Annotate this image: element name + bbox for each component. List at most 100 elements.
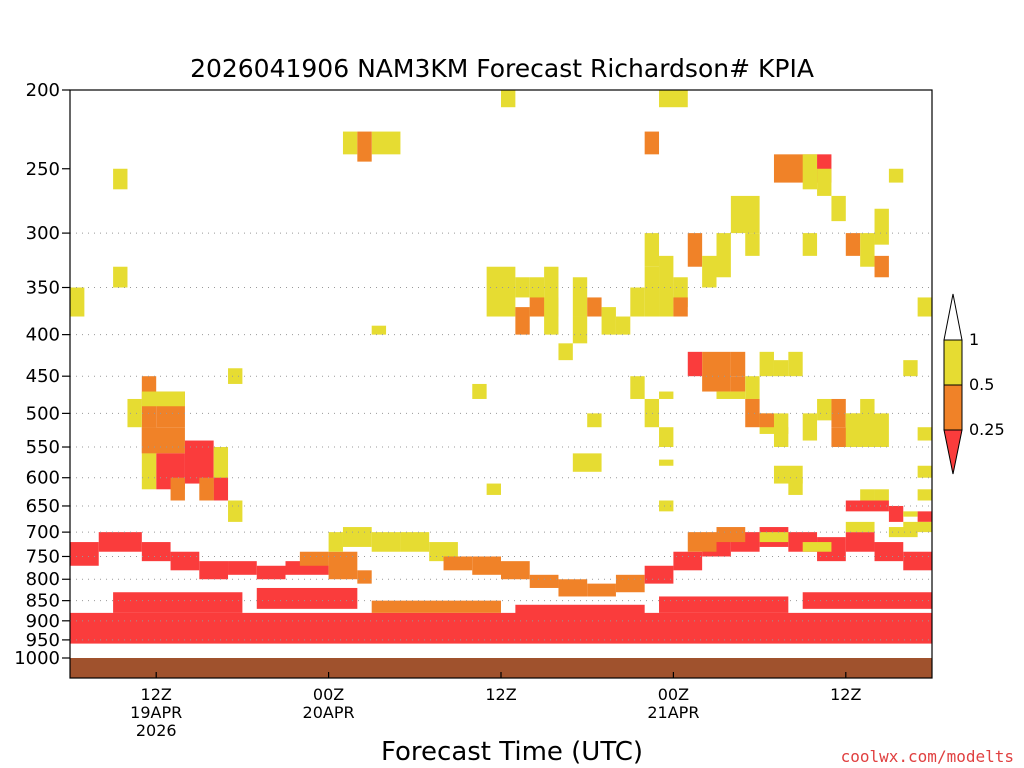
- legend-swatch-yellow: [943, 339, 963, 386]
- cell-78: [788, 477, 803, 495]
- cell-63: [745, 398, 760, 428]
- cell-18: [342, 131, 358, 155]
- cell-48: [673, 297, 688, 317]
- cell-144: [256, 587, 358, 609]
- cell-92: [917, 427, 932, 441]
- cell-5: [141, 391, 185, 407]
- cell-145: [371, 600, 501, 613]
- cell-4: [127, 398, 142, 428]
- cell-42: [644, 398, 660, 428]
- cell-120: [472, 556, 501, 575]
- y-tick-label: 850: [26, 591, 60, 612]
- legend-swatch-orange: [943, 384, 963, 431]
- cell-115: [342, 527, 372, 547]
- cell-117: [400, 532, 430, 552]
- cell-94: [917, 489, 932, 501]
- cell-23: [486, 483, 501, 495]
- cell-112: [328, 551, 358, 580]
- cell-95: [874, 489, 889, 501]
- y-tick-label: 600: [26, 468, 60, 489]
- cell-102: [70, 287, 85, 317]
- cell-93: [917, 465, 932, 478]
- cell-89: [888, 168, 904, 183]
- cell-54: [659, 459, 674, 466]
- cell-68: [759, 413, 774, 428]
- cell-135: [903, 551, 932, 571]
- cell-134: [874, 542, 904, 562]
- x-tick-label: 12Z: [830, 685, 861, 704]
- cell-111: [299, 551, 329, 566]
- cell-41: [630, 376, 645, 399]
- cell-83: [802, 233, 818, 256]
- cell-39: [587, 413, 602, 428]
- cell-49: [687, 233, 703, 267]
- cell-113: [357, 570, 372, 584]
- cell-30: [558, 343, 573, 361]
- cell-69: [773, 427, 789, 448]
- cell-82: [817, 168, 832, 196]
- y-tick-label: 350: [26, 277, 60, 298]
- cell-20: [371, 325, 387, 335]
- cell-84: [831, 195, 846, 222]
- y-tick-label: 900: [26, 611, 60, 632]
- legend-tick-label: 0.25: [969, 420, 1005, 439]
- y-tick-label: 500: [26, 403, 60, 424]
- legend-tick-label: 0.5: [969, 375, 994, 394]
- cell-109: [256, 565, 286, 580]
- cell-122: [529, 574, 559, 588]
- x-tick-label: 21APR: [647, 703, 699, 722]
- cell-38: [659, 391, 674, 399]
- cell-12: [199, 477, 214, 501]
- cell-58: [702, 351, 731, 392]
- y-tick-label: 1000: [14, 648, 60, 669]
- x-tick-label: 12Z: [141, 685, 172, 704]
- cell-32: [572, 277, 588, 317]
- cell-56: [659, 500, 674, 512]
- y-tick-label: 400: [26, 325, 60, 346]
- cell-133: [845, 532, 875, 552]
- y-tick-label: 450: [26, 366, 60, 387]
- y-tick-label: 550: [26, 437, 60, 458]
- cell-97: [860, 489, 875, 501]
- cell-106: [170, 551, 200, 571]
- cell-31: [572, 316, 588, 344]
- cell-76: [860, 398, 875, 421]
- y-tick-label: 300: [26, 223, 60, 244]
- x-tick-label: 00Z: [313, 685, 344, 704]
- cell-108: [228, 561, 257, 575]
- data-cells: [70, 90, 932, 644]
- cell-66: [788, 351, 803, 377]
- cell-114: [328, 532, 343, 552]
- x-tick-label: 12Z: [485, 685, 516, 704]
- cell-33: [587, 297, 602, 317]
- credit-text: coolwx.com/modelts: [841, 747, 1014, 766]
- y-axis: 200 250 300 350 400 450 500 550 600 650 700 7508008…: [14, 80, 70, 669]
- cell-21: [501, 90, 516, 108]
- cell-107: [199, 561, 229, 580]
- cell-57: [687, 351, 703, 377]
- cell-15: [113, 168, 128, 190]
- cell-87: [874, 208, 889, 245]
- cell-148: [802, 592, 932, 609]
- cell-9: [141, 453, 157, 490]
- cell-139: [802, 542, 832, 552]
- cell-11: [213, 477, 229, 501]
- cell-147: [659, 596, 789, 613]
- chart-title: 2026041906 NAM3KM Forecast Richardson# K…: [190, 54, 814, 83]
- cell-99: [903, 511, 918, 517]
- cell-101: [903, 521, 932, 533]
- cell-140: [845, 521, 875, 533]
- cell-51: [716, 233, 731, 278]
- cell-124: [587, 583, 616, 597]
- cell-46: [659, 255, 674, 317]
- cell-17: [371, 131, 401, 155]
- cell-123: [558, 579, 588, 597]
- cell-119: [443, 556, 473, 571]
- x-axis-label: Forecast Time (UTC): [381, 737, 643, 767]
- cell-35: [615, 316, 631, 335]
- x-tick-label: 20APR: [303, 703, 355, 722]
- cell-116: [371, 532, 401, 552]
- y-tick-label: 650: [26, 496, 60, 517]
- x-tick-label: 19APR: [130, 703, 182, 722]
- legend: 1 0.5 0.25: [943, 293, 1005, 475]
